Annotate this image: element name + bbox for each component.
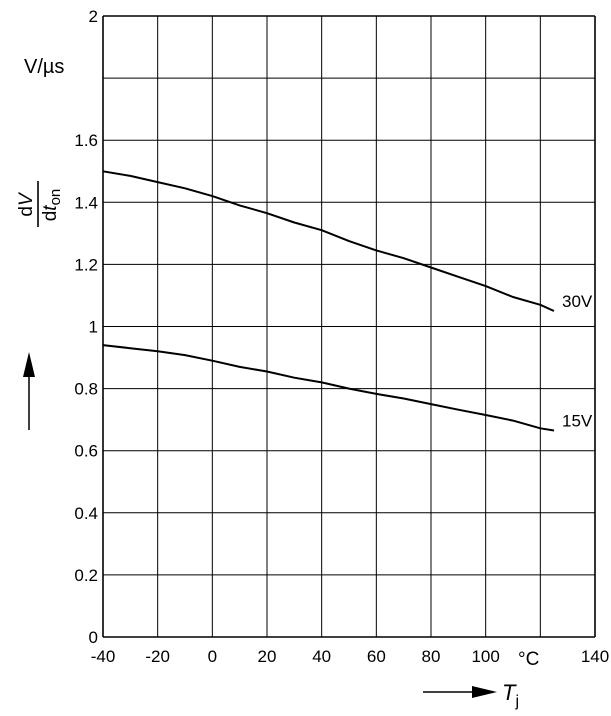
x-tick-label: 80 [422,647,441,666]
x-tick-label: 100 [471,647,499,666]
y-tick-label: 1.4 [74,193,98,212]
y-label-den-sub: on [47,189,64,206]
y-tick-label: 0.8 [74,380,98,399]
y-axis-label-denominator: dton [40,189,64,222]
y-tick-label: 0.2 [74,566,98,585]
x-tick-label: 60 [367,647,386,666]
x-tick-label: 0 [208,647,217,666]
x-axis-label: Tj [502,680,519,710]
y-tick-label: 0.4 [74,504,98,523]
y-label-den-var: t [40,205,61,211]
y-tick-label: 1.6 [74,131,98,150]
series-line-30v [102,170,555,312]
y-tick-label: 1.2 [74,255,98,274]
y-tick-label: 1 [89,318,98,337]
y-label-den-prefix: d [40,211,61,222]
y-tick-label: 0.6 [74,442,98,461]
y-tick-label: 2 [89,7,98,26]
series-label-15v: 15V [562,412,593,431]
x-axis-arrow [423,686,497,698]
x-label-var: T [502,680,517,705]
y-label-num-prefix: d [16,206,37,217]
y-tick-label: 0 [89,628,98,647]
x-tick-label: -40 [91,647,116,666]
x-tick-label: -20 [145,647,170,666]
y-axis-unit: V/µs [24,56,64,78]
x-label-sub: j [514,693,519,710]
x-tick-label: 20 [258,647,277,666]
series-group: 30V 15V [102,170,593,432]
series-label-30v: 30V [562,292,593,311]
y-label-num-var: V [16,191,37,206]
y-axis-label: dV dton [16,181,64,227]
x-tick-label: 40 [312,647,331,666]
x-tick-label: 140 [581,647,609,666]
series-line-15v [102,344,555,432]
x-axis-unit: °C [518,649,539,670]
y-axis-ticks: 0 0.2 0.4 0.6 0.8 1 1.2 1.4 1.6 2 [74,7,98,647]
y-axis-label-numerator: dV [16,191,37,217]
x-axis-ticks: -40 -20 0 20 40 60 80 100 140 [91,647,609,666]
y-axis-arrow [23,352,35,430]
grid [102,15,596,638]
